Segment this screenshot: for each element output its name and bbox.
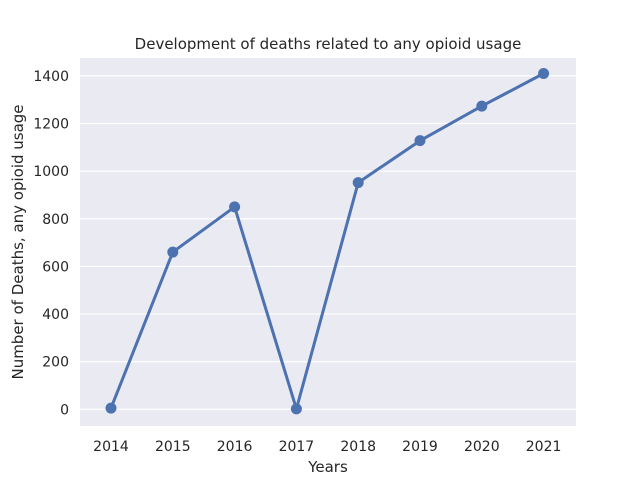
data-series xyxy=(105,67,550,415)
x-tick-label-2014: 2014 xyxy=(93,439,129,455)
x-axis-ticks: 2014 2015 2016 2017 2018 2019 2020 2021 xyxy=(93,439,561,455)
x-tick-label-2021: 2021 xyxy=(526,439,562,455)
data-point-2015 xyxy=(167,246,179,258)
data-point-2019 xyxy=(414,135,426,147)
x-tick-label-2020: 2020 xyxy=(464,439,500,455)
y-tick-label-1000: 1000 xyxy=(33,164,69,180)
data-point-2016 xyxy=(229,201,241,213)
y-tick-label-1400: 1400 xyxy=(33,69,69,85)
y-tick-label-800: 800 xyxy=(42,212,69,228)
y-tick-label-600: 600 xyxy=(42,259,69,275)
x-tick-label-2017: 2017 xyxy=(279,439,315,455)
x-tick-label-2018: 2018 xyxy=(340,439,376,455)
x-axis-label: Years xyxy=(307,458,348,476)
y-tick-label-200: 200 xyxy=(42,355,69,371)
chart-title: Development of deaths related to any opi… xyxy=(135,35,522,53)
y-axis-label: Number of Deaths, any opioid usage xyxy=(9,104,27,379)
series-line xyxy=(109,72,546,411)
data-point-2021 xyxy=(538,67,550,79)
data-point-2020 xyxy=(476,100,488,112)
plot-area xyxy=(80,58,576,426)
y-tick-label-0: 0 xyxy=(60,402,69,418)
data-point-2017 xyxy=(290,403,302,415)
gridlines xyxy=(80,75,576,410)
x-tick-label-2015: 2015 xyxy=(155,439,191,455)
x-tick-label-2019: 2019 xyxy=(402,439,438,455)
y-tick-label-400: 400 xyxy=(42,307,69,323)
data-point-2018 xyxy=(352,177,364,189)
data-point-2014 xyxy=(105,402,117,414)
x-tick-label-2016: 2016 xyxy=(217,439,253,455)
y-tick-label-1200: 1200 xyxy=(33,117,69,133)
y-axis-ticks: 0 200 400 600 800 1000 1200 1400 xyxy=(33,69,69,418)
